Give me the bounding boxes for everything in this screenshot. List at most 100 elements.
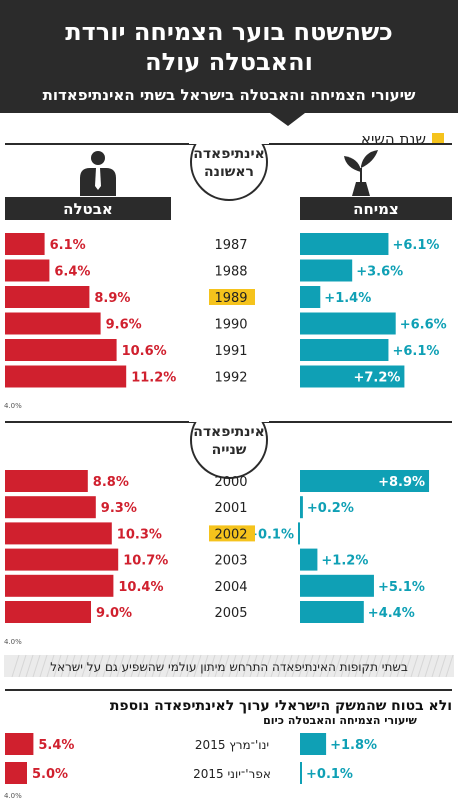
note-hatch <box>53 654 62 678</box>
growth-value-label: +4.4% <box>368 606 415 621</box>
note-hatch <box>151 654 160 678</box>
note-hatch <box>123 654 132 678</box>
note-hatch <box>368 654 377 678</box>
year-label: 2005 <box>214 606 247 621</box>
unemployment-bar <box>5 733 34 755</box>
subtitle: שיעורי הצמיחה והאבטלה בישראל בשתי האינתי… <box>43 86 416 104</box>
note-hatch <box>46 654 55 678</box>
year-label: 1989 <box>214 291 247 306</box>
note-hatch <box>382 654 391 678</box>
unemployment-column-label: אבטלה <box>63 200 113 218</box>
axis-label: 4.0% <box>4 402 22 410</box>
unemployment-value-label: 8.8% <box>93 475 129 490</box>
note-hatch <box>438 654 447 678</box>
axis-label: 4.0% <box>4 638 22 646</box>
growth-value-label: +6.6% <box>400 318 447 333</box>
section-label: אינתיפאדה <box>193 424 265 440</box>
businessman-icon <box>95 168 101 190</box>
section-label: שנייה <box>212 442 247 458</box>
note-hatch <box>193 654 202 678</box>
unemployment-bar <box>5 574 114 597</box>
note-hatch <box>74 654 83 678</box>
title-line1: כשהשטח בוער הצמיחה יורדת <box>65 18 392 46</box>
note-strip <box>4 655 454 677</box>
businessman-icon <box>91 151 105 165</box>
section-label: ראשונה <box>204 164 254 180</box>
legend: שנת השיא <box>361 130 444 148</box>
note-hatch <box>319 654 328 678</box>
unemployment-bar <box>5 312 101 335</box>
growth-value-label: +6.1% <box>392 344 439 359</box>
legend-swatch <box>432 133 444 145</box>
note-hatch <box>270 654 279 678</box>
year-label: 1991 <box>214 344 247 359</box>
growth-value-label: +3.6% <box>356 265 403 280</box>
unemployment-bar <box>5 601 91 623</box>
growth-column-header <box>300 197 452 220</box>
note-hatch <box>312 654 321 678</box>
note-hatch <box>214 654 223 678</box>
year-label: 2003 <box>214 554 247 569</box>
note-hatch <box>235 654 244 678</box>
year-label: 2002 <box>214 527 247 542</box>
unemployment-value-label: 5.4% <box>38 738 74 753</box>
note-hatch <box>95 654 104 678</box>
growth-bar <box>300 259 353 282</box>
unemployment-value-label: 6.4% <box>54 265 90 280</box>
note-hatch <box>165 654 174 678</box>
growth-value-label: +0.2% <box>307 501 354 516</box>
unemployment-bar <box>5 339 117 361</box>
note-hatch <box>81 654 90 678</box>
seedling-icon <box>344 156 361 172</box>
note-text: בשתי תקופות האינתיפאדה התרחש מיתון עולמי… <box>50 660 408 674</box>
note-hatch <box>291 654 300 678</box>
growth-value-label: +1.4% <box>324 291 371 306</box>
year-label: ינו'־מרץ 2015 <box>195 738 269 752</box>
growth-column-label: צמיחה <box>353 200 399 218</box>
growth-bar <box>300 365 405 388</box>
unemployment-bar <box>5 286 90 308</box>
note-hatch <box>277 654 286 678</box>
growth-value-label: +0.1% <box>306 767 353 782</box>
growth-bar <box>300 470 430 492</box>
growth-bar <box>300 339 389 361</box>
unemployment-value-label: 9.6% <box>106 318 142 333</box>
note-hatch <box>109 654 118 678</box>
growth-value-label: −0.1% <box>247 527 294 542</box>
unemployment-value-label: 9.3% <box>101 501 137 516</box>
note-hatch <box>396 654 405 678</box>
note-hatch <box>375 654 384 678</box>
unemployment-value-label: 6.1% <box>50 238 86 253</box>
header-banner <box>0 0 458 126</box>
growth-bar <box>300 286 321 308</box>
businessman-icon <box>80 168 116 196</box>
unemployment-value-label: 8.9% <box>94 291 130 306</box>
year-label: 1990 <box>214 318 247 333</box>
note-hatch <box>172 654 181 678</box>
unemployment-bar <box>5 259 50 282</box>
unemployment-value-label: 11.2% <box>131 371 176 386</box>
note-hatch <box>424 654 433 678</box>
note-hatch <box>207 654 216 678</box>
note-hatch <box>25 654 34 678</box>
note-hatch <box>179 654 188 678</box>
note-hatch <box>263 654 272 678</box>
title-line2: והאבטלה עולה <box>145 48 313 76</box>
header: כשהשטח בוער הצמיחה יורדת והאבטלה עולה שי… <box>0 0 458 126</box>
note-hatch <box>130 654 139 678</box>
note-hatch <box>116 654 125 678</box>
growth-value-label: +8.9% <box>378 475 425 490</box>
unemployment-column-header <box>5 197 171 220</box>
section-label: אינתיפאדה <box>193 146 265 162</box>
unemployment-value-label: 10.4% <box>118 580 163 595</box>
unemployment-value-label: 10.3% <box>117 527 162 542</box>
peak-year-highlight <box>209 525 255 542</box>
unemployment-bar <box>5 522 112 545</box>
note-hatch <box>32 654 41 678</box>
growth-bar <box>300 762 302 784</box>
section-badge <box>190 401 268 479</box>
unemployment-bar <box>5 548 119 571</box>
note-hatch <box>242 654 251 678</box>
note-hatch <box>228 654 237 678</box>
note-hatch <box>88 654 97 678</box>
